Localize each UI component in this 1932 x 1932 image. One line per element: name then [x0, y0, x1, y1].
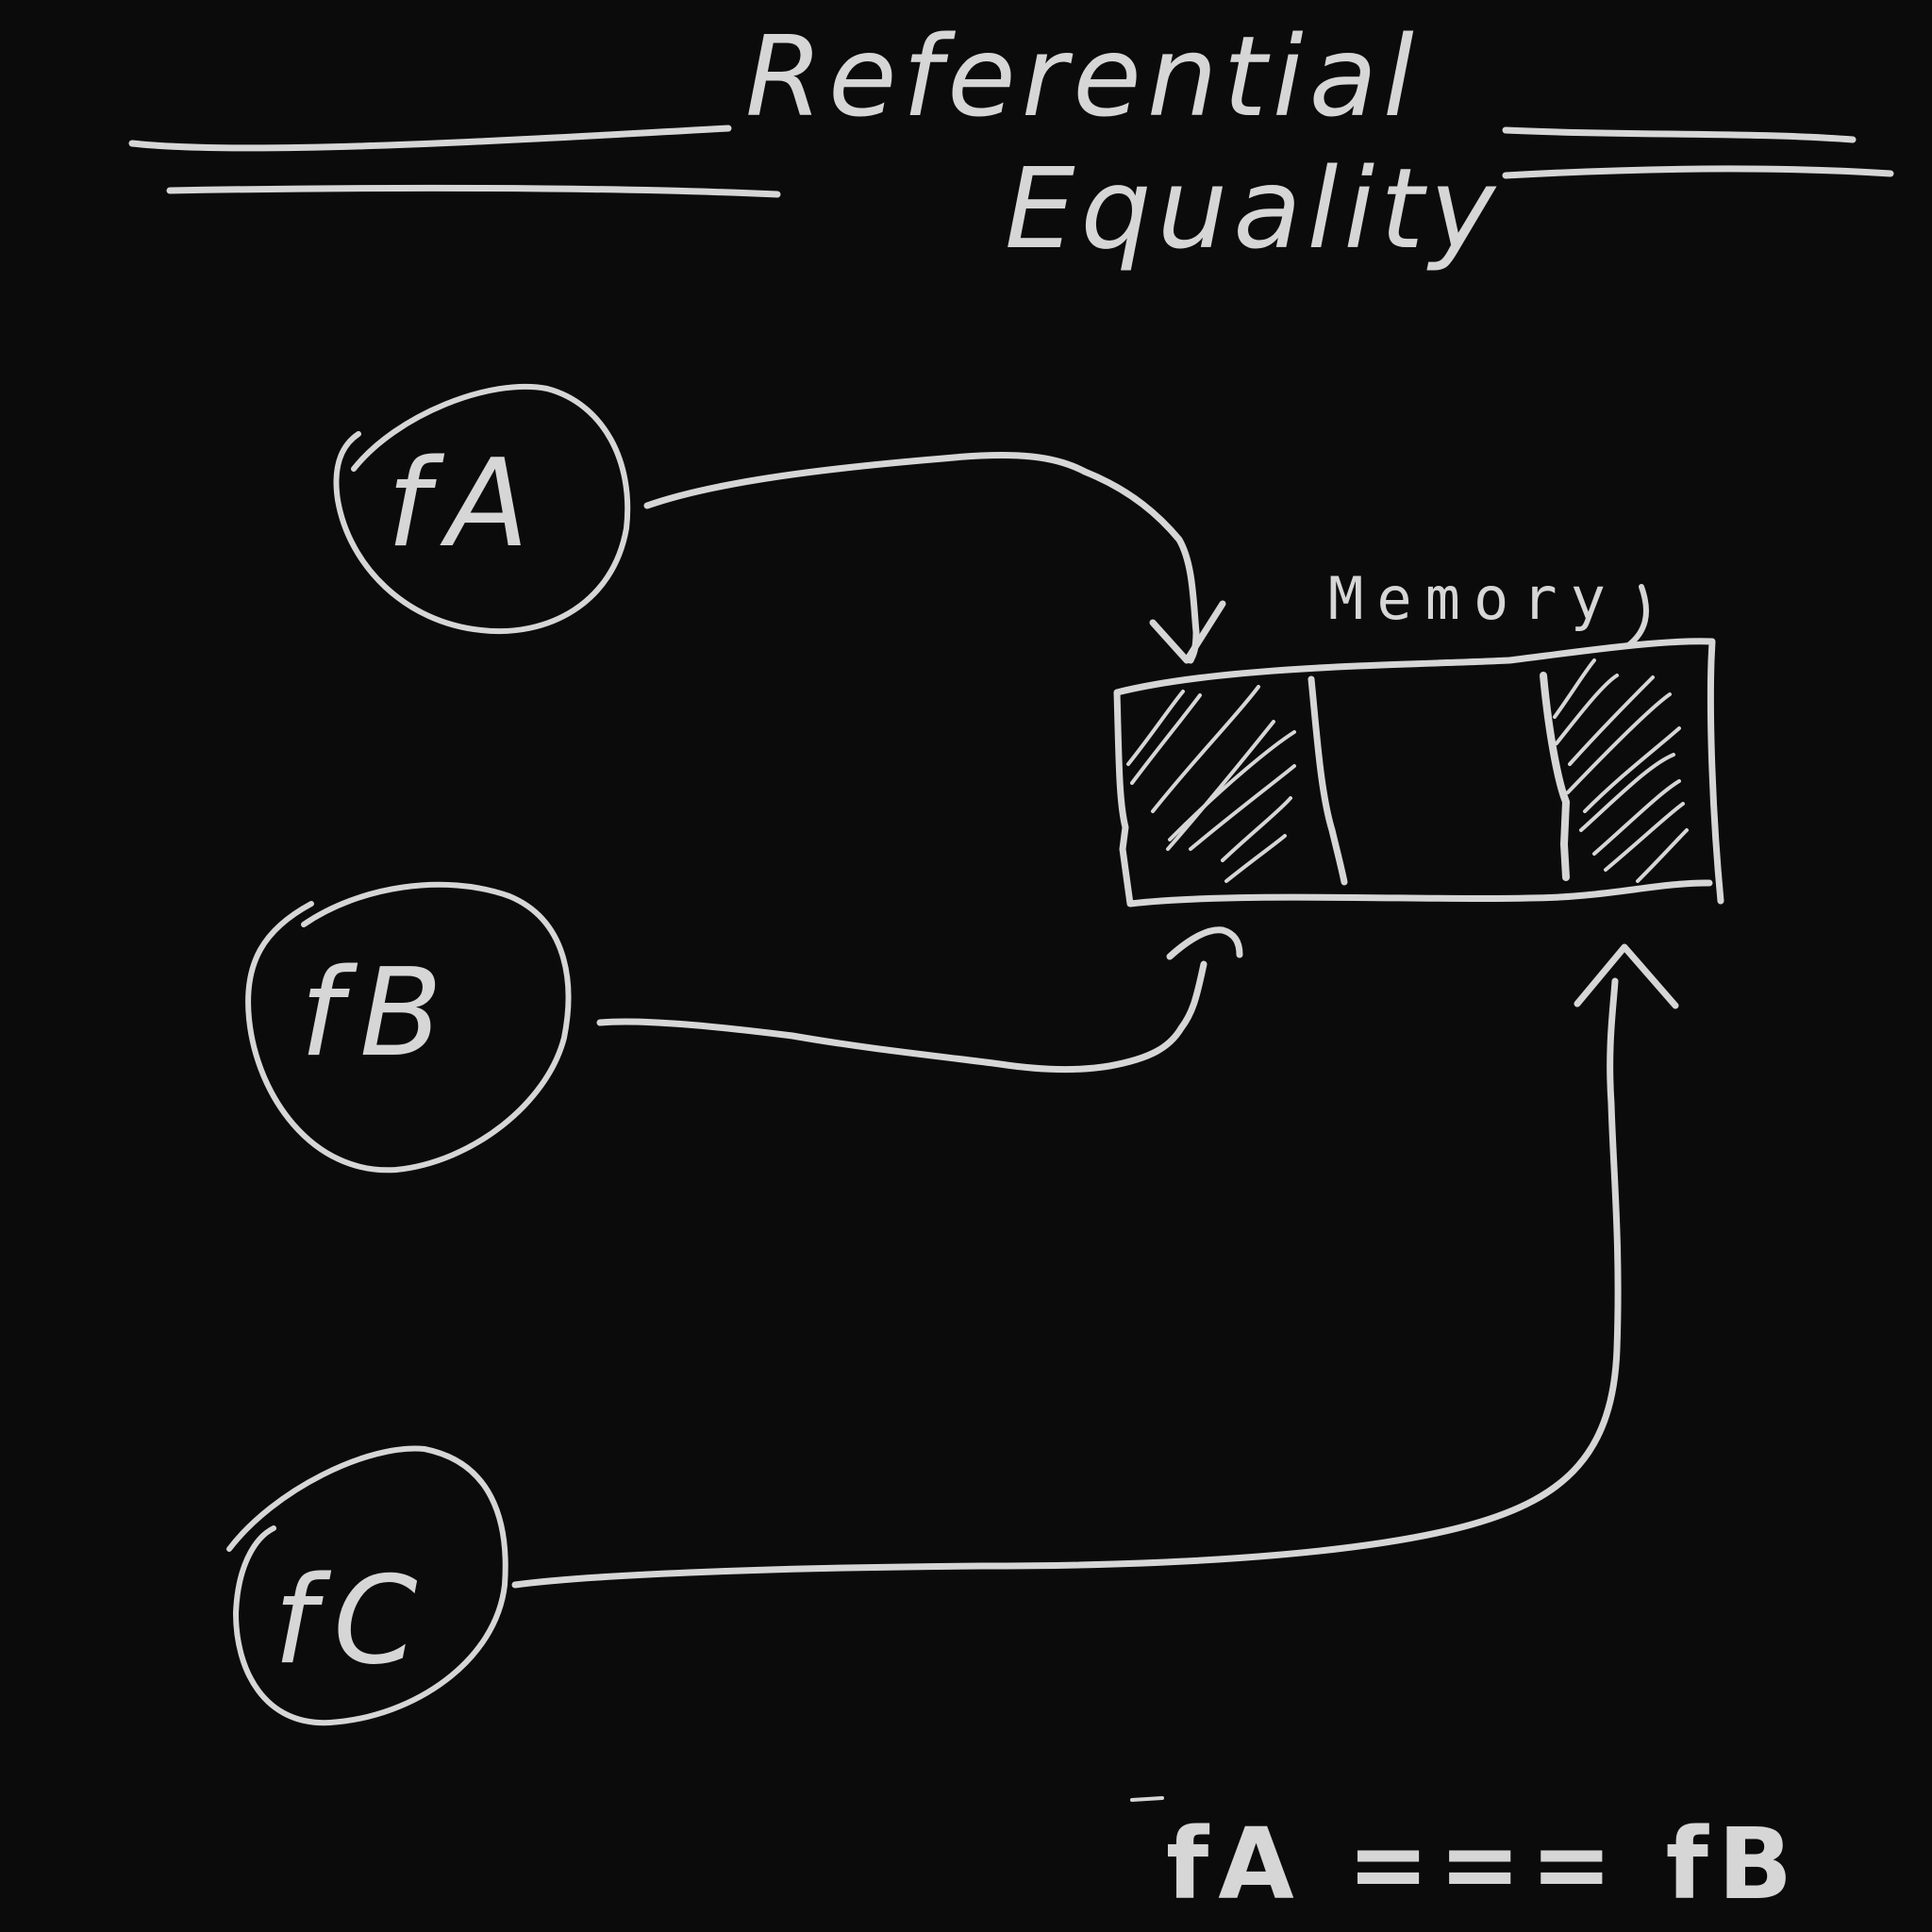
- memory-block: Memory: [1113, 564, 1724, 908]
- node-fa-label: fA: [387, 434, 546, 575]
- title-rule-left-bottom: [166, 184, 781, 198]
- node-fc-label: fC: [274, 1551, 434, 1691]
- arrow-fb-to-cell-1: [596, 926, 1243, 1074]
- title-line-2: Equality: [1005, 143, 1501, 274]
- memory-divider-2: [1540, 672, 1570, 881]
- arrow-fb-head: [1166, 926, 1243, 960]
- node-fb-circle: [245, 881, 572, 1174]
- memory-cell-1-hatch: [1126, 685, 1296, 883]
- node-fb: fB: [245, 881, 572, 1174]
- memory-label: Memory: [1328, 564, 1619, 633]
- node-fb-label: fB: [300, 943, 459, 1084]
- title-rule-right-bottom: [1502, 165, 1894, 179]
- expression-tick: [1130, 1796, 1164, 1802]
- arrow-fa-line: [643, 451, 1200, 664]
- memory-outline: [1113, 638, 1724, 908]
- title-rule-left-top: [128, 125, 732, 152]
- title-rule-right-top: [1502, 126, 1857, 143]
- memory-cell-3-hatch: [1553, 658, 1689, 883]
- arrow-fc-line: [511, 977, 1622, 1589]
- title-group: Referential Equality: [128, 11, 1894, 274]
- arrow-fa-to-cell-1: [643, 451, 1226, 664]
- arrow-fc-to-cell-3: [511, 943, 1679, 1589]
- node-fa-circle: [333, 383, 631, 634]
- arrow-fb-line: [596, 960, 1208, 1074]
- node-fc-circle: [226, 1445, 508, 1726]
- memory-label-tail: [1624, 584, 1649, 649]
- equality-expression: fA === fB: [1130, 1796, 1802, 1922]
- node-fc: fC: [226, 1445, 508, 1726]
- title-line-1: Referential: [745, 11, 1420, 142]
- arrow-fc-head: [1574, 943, 1679, 1009]
- expression-text: fA === fB: [1166, 1807, 1802, 1922]
- memory-divider-1: [1307, 675, 1348, 886]
- arrow-fa-head: [1149, 600, 1226, 664]
- node-fa: fA: [333, 383, 631, 634]
